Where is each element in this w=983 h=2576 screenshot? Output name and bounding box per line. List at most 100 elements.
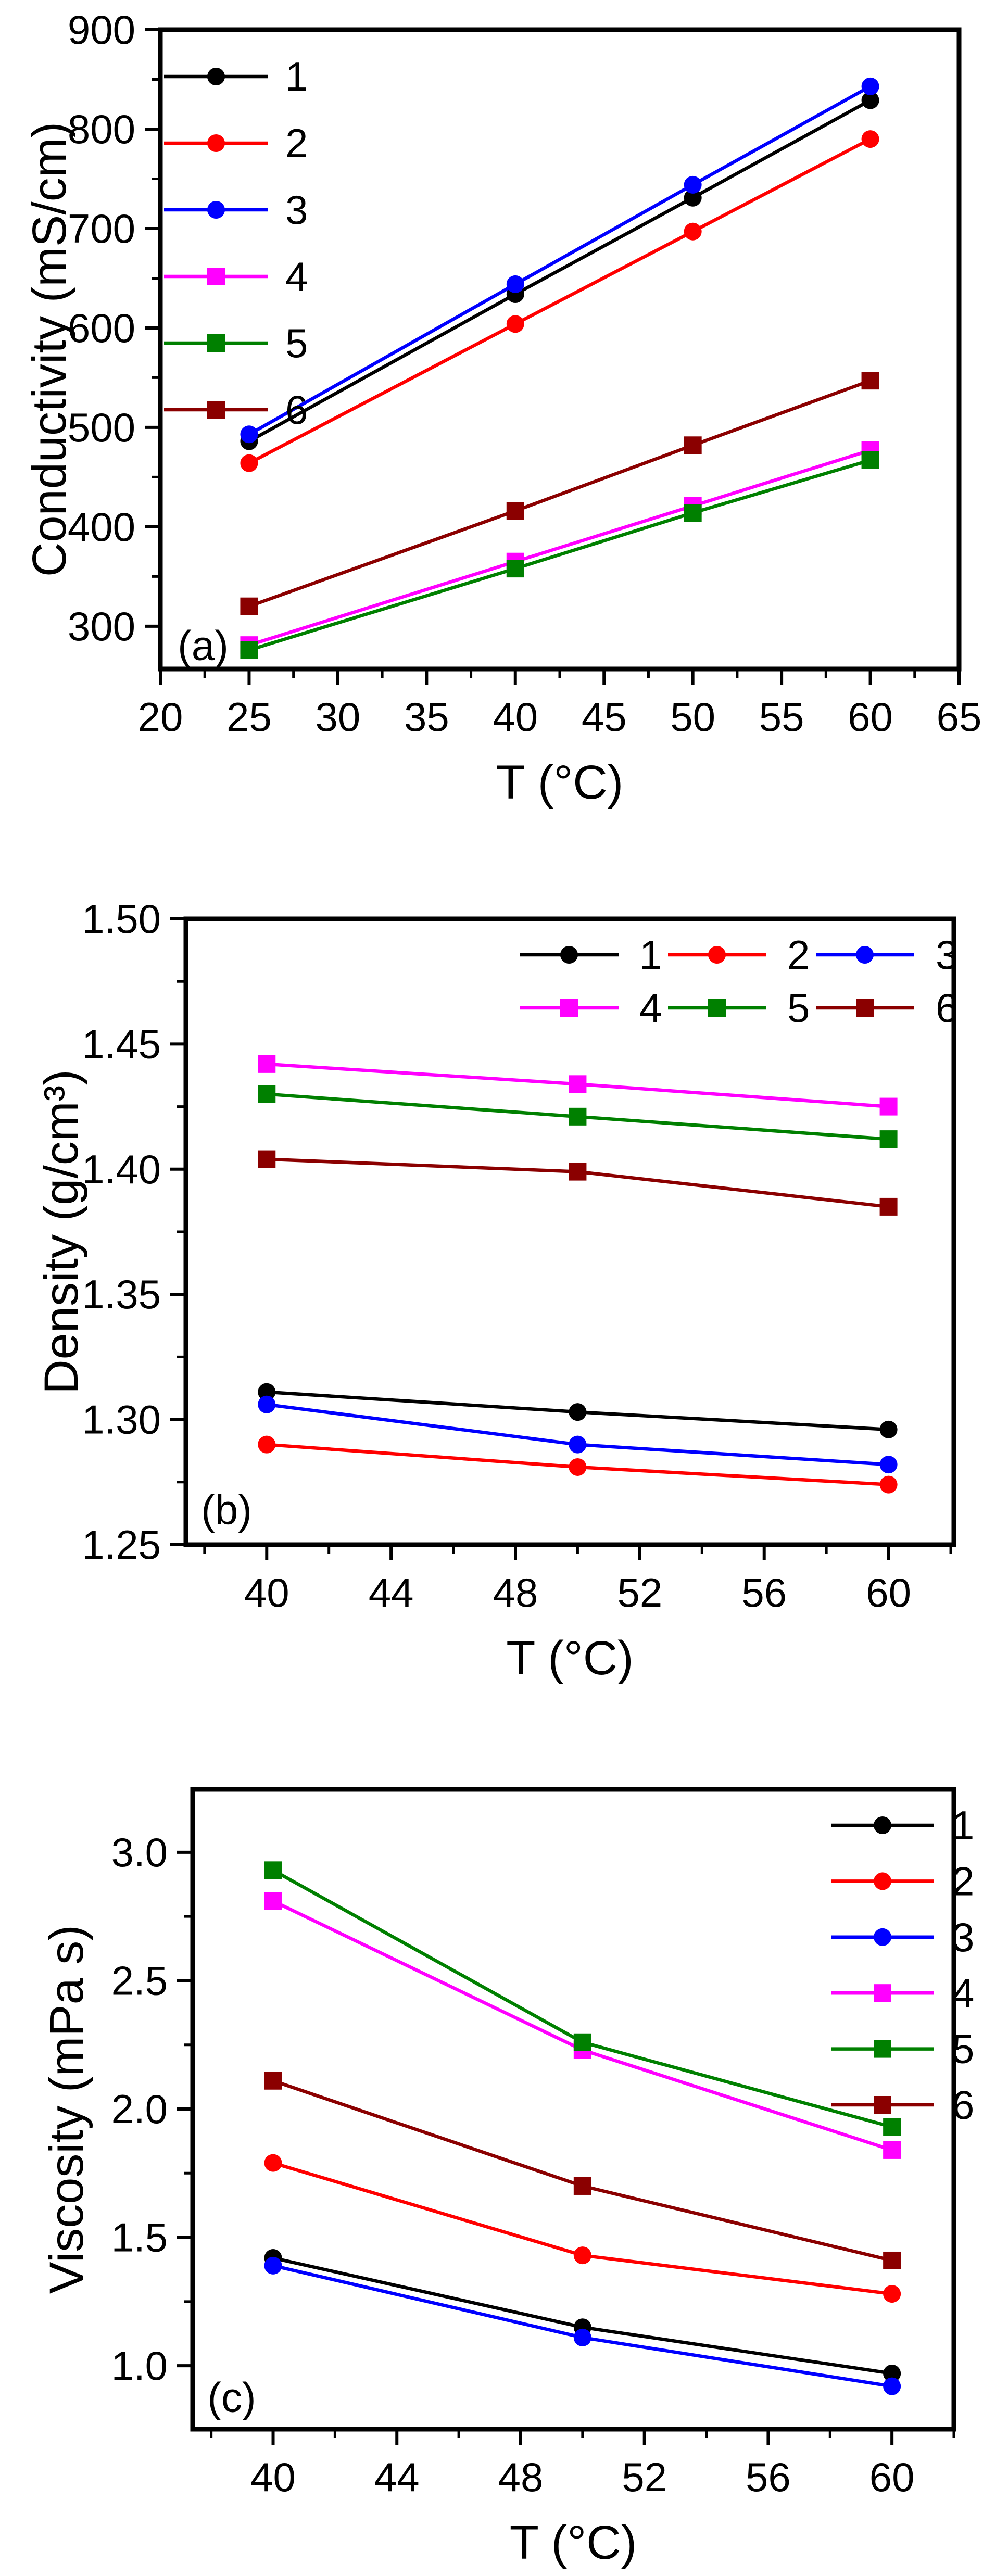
legend-entry-5: 5 — [831, 2026, 974, 2072]
x-tick-label: 60 — [869, 2454, 915, 2500]
legend-marker-4 — [207, 268, 225, 285]
series-marker-1 — [861, 91, 879, 109]
series-marker-6 — [883, 2251, 901, 2269]
legend-entry-2: 2 — [668, 932, 810, 978]
x-tick-label: 30 — [316, 694, 361, 740]
y-axis-title: Density (g/cm³) — [35, 1069, 88, 1394]
y-tick-label: 700 — [68, 206, 135, 251]
legend-marker-3 — [856, 946, 874, 964]
series-1 — [264, 2249, 901, 2382]
series-marker-3 — [264, 2256, 282, 2275]
y-tick-label: 900 — [68, 7, 135, 53]
legend-marker-3 — [874, 1928, 891, 1946]
series-marker-3 — [883, 2377, 901, 2395]
series-marker-6 — [879, 1197, 898, 1216]
legend-marker-6 — [207, 401, 225, 419]
legend-label-6: 6 — [285, 387, 308, 433]
x-tick-label: 65 — [937, 694, 982, 740]
series-marker-2 — [879, 1475, 898, 1494]
series-line-5 — [272, 1868, 892, 2129]
legend-marker-1 — [560, 946, 578, 964]
series-marker-2 — [264, 2154, 282, 2172]
series-marker-6 — [861, 372, 879, 390]
x-axis-title: T (°C) — [506, 1632, 634, 1685]
series-marker-5 — [258, 1085, 276, 1103]
series-marker-2 — [258, 1435, 276, 1454]
x-tick-label: 52 — [622, 2454, 667, 2500]
x-axis-title: T (°C) — [496, 756, 624, 809]
y-tick-label: 1.0 — [111, 2343, 168, 2389]
legend-entry-1: 1 — [831, 1802, 974, 1848]
panel-label-c: (c) — [207, 2375, 256, 2421]
series-marker-2 — [506, 315, 524, 333]
legend-label-4: 4 — [639, 985, 662, 1031]
series-marker-6 — [240, 597, 258, 615]
legend-label-1: 1 — [285, 54, 308, 99]
legend-label-3: 3 — [936, 932, 958, 978]
series-marker-5 — [879, 1130, 898, 1148]
series-marker-4 — [569, 1075, 587, 1093]
series-marker-5 — [573, 2033, 591, 2051]
series-6 — [258, 1150, 898, 1216]
legend-entry-6: 6 — [164, 387, 308, 433]
x-tick-label: 25 — [226, 694, 272, 740]
series-line-6 — [272, 2079, 892, 2263]
x-tick-label: 40 — [244, 1570, 289, 1615]
legend-marker-6 — [856, 999, 874, 1017]
series-marker-2 — [569, 1458, 587, 1476]
series-line-2 — [248, 137, 872, 465]
y-axis-title: Viscosity (mPa s) — [40, 1925, 93, 2294]
legend-entry-2: 2 — [831, 1858, 974, 1904]
legend-label-2: 2 — [285, 120, 308, 166]
legend-label-1: 1 — [639, 932, 662, 978]
series-marker-4 — [264, 1892, 282, 1910]
series-marker-5 — [861, 451, 879, 469]
legend-marker-2 — [874, 1872, 891, 1890]
series-marker-2 — [861, 130, 879, 148]
legend-label-5: 5 — [952, 2026, 974, 2072]
x-tick-label: 40 — [493, 694, 538, 740]
series-marker-3 — [684, 175, 702, 194]
y-tick-label: 2.0 — [111, 2086, 168, 2132]
series-3 — [240, 77, 879, 444]
series-5 — [264, 1861, 901, 2136]
legend-label-4: 4 — [952, 1970, 974, 2016]
series-marker-3 — [258, 1395, 276, 1413]
series-marker-2 — [883, 2285, 901, 2303]
legend-label-6: 6 — [936, 985, 958, 1031]
legend-label-6: 6 — [952, 2082, 974, 2128]
legend-entry-3: 3 — [816, 932, 958, 978]
legend-entry-5: 5 — [164, 320, 308, 366]
legend-marker-2 — [708, 946, 726, 964]
x-tick-label: 60 — [866, 1570, 911, 1615]
series-marker-5 — [569, 1107, 587, 1126]
legend-label-3: 3 — [952, 1914, 974, 1960]
y-tick-label: 1.25 — [82, 1522, 161, 1568]
series-marker-1 — [883, 2364, 901, 2382]
series-5 — [258, 1085, 898, 1148]
y-tick-label: 400 — [68, 504, 135, 550]
legend: 1 2 3 4 5 6 — [831, 1802, 974, 2128]
x-axis-title: T (°C) — [510, 2516, 637, 2569]
series-marker-3 — [240, 425, 258, 444]
series-marker-6 — [258, 1150, 276, 1168]
panel-label-b: (b) — [201, 1487, 252, 1533]
plot-frame — [190, 1787, 956, 2432]
series-marker-3 — [573, 2328, 591, 2346]
x-tick-label: 56 — [741, 1570, 787, 1615]
legend-label-5: 5 — [285, 320, 308, 366]
plot-frame — [158, 27, 962, 672]
series-1 — [240, 91, 879, 450]
legend-label-2: 2 — [952, 1858, 974, 1904]
series-marker-3 — [506, 275, 524, 293]
series-4 — [264, 1892, 901, 2159]
series-4 — [258, 1055, 898, 1116]
series-marker-5 — [264, 1861, 282, 1879]
legend-label-2: 2 — [787, 932, 810, 978]
legend-marker-4 — [874, 1984, 891, 2002]
y-tick-label: 300 — [68, 603, 135, 649]
series-marker-2 — [240, 454, 258, 472]
series-marker-3 — [879, 1456, 898, 1474]
series-marker-5 — [506, 560, 524, 578]
